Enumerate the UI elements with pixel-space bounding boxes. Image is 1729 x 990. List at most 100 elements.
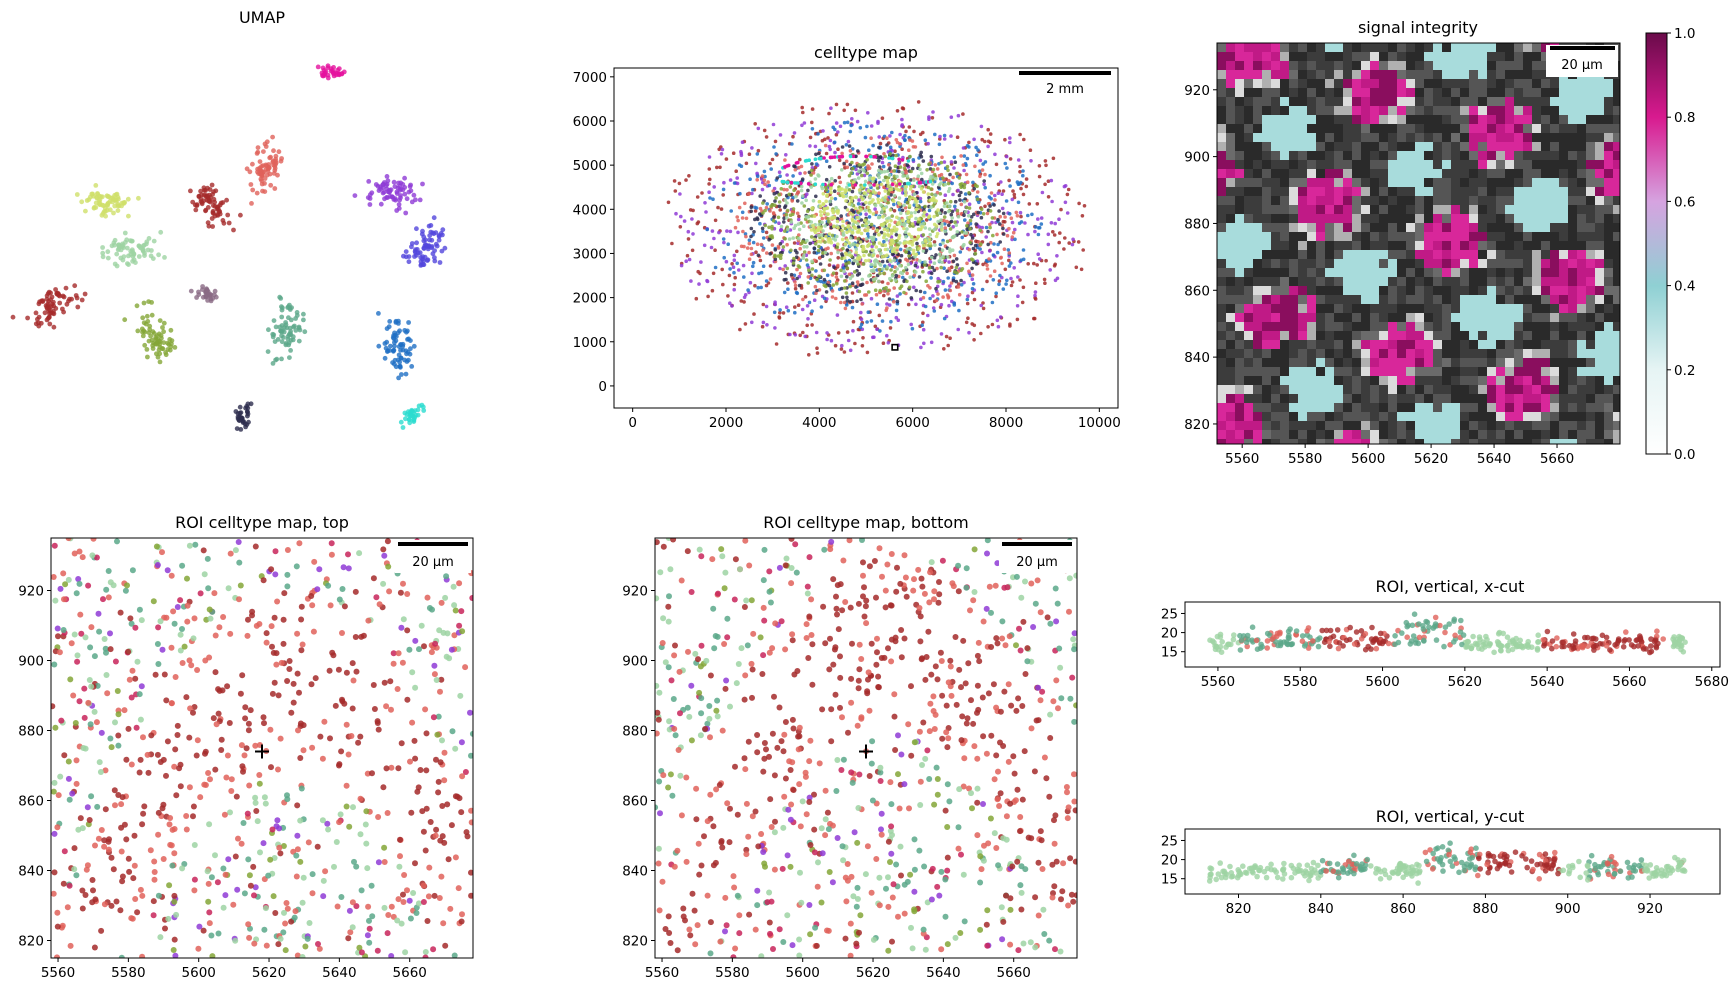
- map-point: [975, 190, 980, 194]
- heatmap-cell: [1343, 214, 1352, 223]
- map-point: [922, 214, 926, 218]
- heatmap-cell: [1505, 151, 1514, 160]
- map-point: [940, 248, 945, 252]
- heatmap-cell: [1271, 268, 1280, 277]
- map-point: [965, 261, 969, 266]
- heatmap-cell: [1586, 241, 1595, 250]
- heatmap-cell: [1325, 160, 1334, 169]
- map-point: [764, 230, 769, 235]
- heatmap-cell: [1460, 214, 1469, 223]
- heatmap-cell: [1451, 124, 1460, 133]
- heatmap-cell: [1415, 115, 1424, 124]
- heatmap-cell: [1613, 169, 1620, 178]
- heatmap-cell: [1586, 277, 1595, 286]
- umap-point: [203, 208, 208, 214]
- umap-point: [376, 311, 381, 316]
- map-point: [818, 262, 823, 266]
- umap-point: [198, 188, 204, 194]
- heatmap-cell: [1334, 286, 1343, 295]
- map-point: [1042, 277, 1047, 282]
- map-point: [902, 203, 906, 208]
- heatmap-cell: [1478, 250, 1487, 259]
- map-point: [1052, 233, 1057, 237]
- umap-point: [151, 238, 157, 244]
- map-point: [703, 201, 707, 205]
- heatmap-cell: [1469, 43, 1478, 52]
- heatmap-cell: [1415, 133, 1424, 142]
- heatmap-cell: [1307, 43, 1316, 52]
- map-point: [898, 247, 903, 252]
- umap-point: [112, 242, 117, 248]
- umap-point: [325, 75, 331, 81]
- umap-point: [33, 310, 39, 316]
- heatmap-cell: [1370, 268, 1379, 277]
- map-point: [881, 215, 885, 219]
- map-point: [802, 204, 807, 208]
- umap-point: [431, 215, 437, 221]
- heatmap-cell: [1460, 241, 1469, 250]
- map-point: [994, 294, 998, 299]
- heatmap-cell: [1568, 178, 1577, 187]
- map-point: [805, 263, 810, 267]
- umap-point: [392, 343, 397, 349]
- heatmap-cell: [1316, 97, 1325, 106]
- heatmap-cell: [1433, 250, 1442, 259]
- heatmap-cell: [1523, 61, 1532, 70]
- map-point: [947, 303, 951, 308]
- umap-point: [376, 343, 382, 349]
- map-point: [922, 263, 927, 267]
- map-point: [888, 145, 893, 150]
- heatmap-cell: [1505, 106, 1514, 115]
- heatmap-cell: [1496, 241, 1505, 250]
- heatmap-cell: [1550, 79, 1559, 88]
- map-point: [945, 239, 950, 244]
- map-point: [730, 304, 734, 308]
- umap-point: [188, 288, 194, 294]
- heatmap-cell: [1379, 259, 1388, 268]
- map-point: [991, 278, 996, 282]
- heatmap-cell: [1532, 268, 1541, 277]
- umap-point: [51, 324, 57, 330]
- map-point: [728, 301, 732, 306]
- heatmap-cell: [1586, 97, 1595, 106]
- heatmap-cell: [1388, 52, 1397, 61]
- map-point: [965, 301, 970, 306]
- heatmap-cell: [1505, 70, 1514, 79]
- map-point: [844, 291, 849, 295]
- heatmap-cell: [1442, 142, 1451, 151]
- map-point: [792, 131, 797, 135]
- heatmap-cell: [1532, 205, 1541, 214]
- map-point: [993, 193, 997, 198]
- heatmap-cell: [1370, 178, 1379, 187]
- umap-point: [265, 349, 271, 354]
- heatmap-cell: [1244, 43, 1253, 52]
- map-point: [800, 177, 805, 181]
- umap-point: [156, 252, 162, 258]
- umap-point: [325, 63, 331, 69]
- map-point: [734, 169, 738, 173]
- map-point: [834, 296, 838, 301]
- map-point: [785, 180, 790, 184]
- map-point: [913, 145, 918, 149]
- map-point: [935, 167, 940, 171]
- heatmap-cell: [1433, 214, 1442, 223]
- heatmap-cell: [1532, 124, 1541, 133]
- map-point: [882, 152, 886, 156]
- heatmap-cell: [1406, 97, 1415, 106]
- heatmap-cell: [1406, 277, 1415, 286]
- map-point: [824, 159, 829, 163]
- heatmap-cell: [1334, 223, 1343, 232]
- map-point: [990, 216, 995, 220]
- map-point: [869, 319, 874, 323]
- map-point: [891, 199, 896, 203]
- map-point: [930, 198, 935, 203]
- map-point: [729, 209, 733, 213]
- umap-point: [235, 414, 241, 420]
- map-point: [915, 203, 919, 208]
- map-point: [967, 269, 971, 274]
- heatmap-cell: [1325, 277, 1334, 286]
- map-point: [710, 229, 715, 233]
- map-point: [922, 341, 926, 346]
- heatmap-cell: [1307, 286, 1316, 295]
- map-point: [874, 276, 878, 281]
